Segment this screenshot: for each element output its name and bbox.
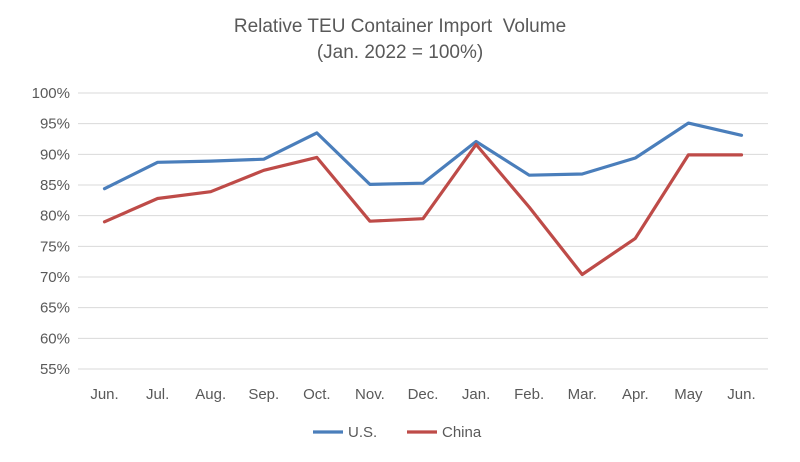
x-axis-tick-labels: Jun. Jul. Aug. Sep. Oct. Nov. Dec. Jan. Feb. Mar.… (90, 386, 755, 403)
x-tick-label: Aug. (195, 386, 226, 403)
chart-subtitle: (Jan. 2022 = 100%) (316, 42, 484, 63)
x-tick-label: Jun. (90, 386, 118, 403)
y-tick-label: 95% (40, 116, 70, 133)
x-tick-label: Jun. (727, 386, 755, 403)
x-tick-label: Feb. (514, 386, 544, 403)
x-tick-label: Apr. (622, 386, 649, 403)
chart-title: Relative TEU Container Import Volume (233, 16, 567, 37)
y-tick-label: 55% (40, 361, 70, 378)
x-tick-label: May (674, 386, 703, 403)
legend: U.S. China (313, 424, 482, 441)
legend-label: China (442, 424, 482, 441)
y-tick-label: 90% (40, 146, 70, 163)
series-line-china (102, 142, 744, 277)
chart-title-block: Relative TEU Container Import Volume (Ja… (0, 14, 800, 66)
y-tick-label: 70% (40, 269, 70, 286)
series-line-u-s (102, 121, 744, 191)
y-tick-label: 85% (40, 177, 70, 194)
y-tick-label: 60% (40, 330, 70, 347)
legend-label: U.S. (348, 424, 377, 441)
x-tick-label: Dec. (408, 386, 439, 403)
y-tick-label: 75% (40, 238, 70, 255)
series-lines (102, 121, 744, 277)
y-axis-tick-labels: 55% 60% 65% 70% 75% 80% 85% 90% 95% 100% (32, 85, 70, 378)
x-tick-label: Jul. (146, 386, 169, 403)
x-tick-label: Sep. (248, 386, 279, 403)
y-tick-label: 65% (40, 300, 70, 317)
x-tick-label: Mar. (568, 386, 597, 403)
gridlines (78, 92, 768, 370)
x-tick-label: Nov. (355, 386, 385, 403)
x-tick-label: Oct. (303, 386, 331, 403)
y-tick-label: 100% (32, 85, 70, 102)
x-tick-label: Jan. (462, 386, 490, 403)
y-tick-label: 80% (40, 208, 70, 225)
